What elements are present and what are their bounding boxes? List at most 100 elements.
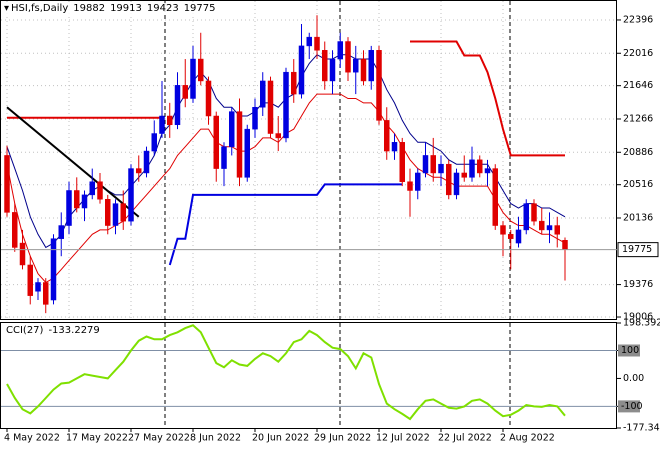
level-label-box	[618, 400, 640, 413]
candle-body	[391, 142, 398, 152]
candle-body	[492, 168, 498, 226]
candle-body	[159, 115, 165, 134]
candle-body	[422, 155, 429, 174]
candle-body	[329, 58, 336, 82]
x-tick-label: 17 May 2022	[66, 433, 128, 444]
candle-body	[283, 71, 289, 139]
price-header: ▾ HSI,fs,Daily 19882 19913 19423 19775	[4, 3, 221, 14]
x-tick-label: 22 Jul 2022	[438, 433, 492, 444]
quote-close: 19775	[183, 3, 216, 14]
candle-body	[337, 41, 343, 60]
candle-body	[562, 240, 568, 250]
candle-body	[446, 163, 452, 196]
last-price-label: 19775	[622, 244, 652, 255]
candle-body	[384, 120, 390, 152]
candle-body	[205, 80, 212, 117]
candle-body	[376, 50, 382, 121]
candle-body	[128, 168, 134, 222]
candle-body	[120, 203, 126, 222]
candle-body	[407, 181, 413, 191]
indicator-last: -133.2279	[48, 325, 100, 336]
candle-body	[112, 203, 119, 226]
candle-body	[260, 80, 266, 108]
y-tick-label: 21646	[623, 80, 653, 91]
candle-body	[453, 172, 460, 196]
x-tick-label: 12 Jul 2022	[376, 433, 430, 444]
candle-body	[182, 85, 188, 99]
candle-body	[35, 282, 41, 292]
candle-body	[143, 150, 150, 174]
candle-body	[43, 282, 49, 305]
candle-body	[430, 155, 436, 174]
candle-body	[438, 163, 444, 174]
indicator-name: CCI(27)	[6, 325, 44, 336]
y-tick-label: 20136	[623, 213, 653, 224]
symbol: HSI,fs,Daily	[11, 3, 69, 14]
y-tick-label: 21266	[623, 113, 653, 124]
y-tick-label: 0.00	[623, 373, 644, 384]
candle-body	[399, 142, 405, 182]
candle-body	[58, 225, 64, 239]
candle-body	[267, 80, 274, 134]
y-tick-label: 22396	[623, 14, 653, 25]
candle-body	[167, 115, 173, 126]
candle-body	[469, 159, 475, 178]
candle-body	[461, 172, 467, 178]
candle-body	[345, 41, 351, 73]
x-tick-label: 29 Jun 2022	[314, 433, 371, 444]
candle-body	[19, 242, 26, 266]
candle-body	[229, 111, 235, 147]
candle-body	[236, 111, 243, 178]
indicator-line	[168, 183, 403, 266]
candle-body	[81, 194, 88, 209]
y-tick-label: 20516	[623, 179, 653, 190]
y-tick-label: -100	[621, 401, 643, 412]
quote-open: 19882	[73, 3, 106, 14]
candle-body	[66, 190, 72, 226]
indicator-line	[7, 40, 565, 157]
header-icon: ▾	[4, 3, 10, 14]
candle-body	[275, 133, 281, 139]
y-tick-label: 19376	[623, 279, 653, 290]
candle-body	[50, 238, 57, 301]
candle-body	[74, 190, 80, 209]
candle-body	[515, 229, 522, 244]
cci-panel	[0, 322, 617, 429]
candle-body	[12, 212, 18, 248]
candle-body	[252, 106, 258, 130]
candle-body	[314, 36, 320, 51]
x-tick-label: 20 Jun 2022	[252, 433, 309, 444]
candle-body	[151, 133, 157, 152]
x-tick-label: 8 Jun 2022	[190, 433, 241, 444]
candle-body	[539, 220, 545, 231]
candle-body	[477, 159, 483, 174]
candle-body	[221, 146, 227, 169]
x-tick-label: 4 May 2022	[4, 433, 60, 444]
candle-body	[89, 181, 95, 196]
candle-body	[353, 58, 359, 73]
candle-body	[415, 172, 421, 191]
x-tick-label: 27 May 2022	[128, 433, 190, 444]
indicator-line	[6, 324, 566, 421]
candle-body	[4, 155, 10, 213]
candle-body	[97, 181, 103, 200]
y-tick-label: -177.341	[623, 423, 660, 434]
candle-body	[174, 85, 181, 126]
y-tick-label: 20886	[623, 147, 653, 158]
cci-header: CCI(27) -133.2279	[6, 325, 105, 336]
quote-low: 19423	[146, 3, 179, 14]
last-price-box	[617, 242, 659, 258]
candle-body	[27, 264, 33, 296]
candle-body	[190, 58, 196, 99]
candle-body	[531, 203, 537, 222]
candle-body	[244, 128, 250, 178]
candle-body	[484, 168, 491, 174]
candle-body	[198, 58, 204, 82]
trend-line	[6, 106, 140, 218]
candle-body	[500, 225, 506, 235]
y-tick-label: 198.3924	[623, 318, 660, 329]
candle-body	[360, 58, 367, 82]
x-tick-label: 2 Aug 2022	[500, 433, 555, 444]
